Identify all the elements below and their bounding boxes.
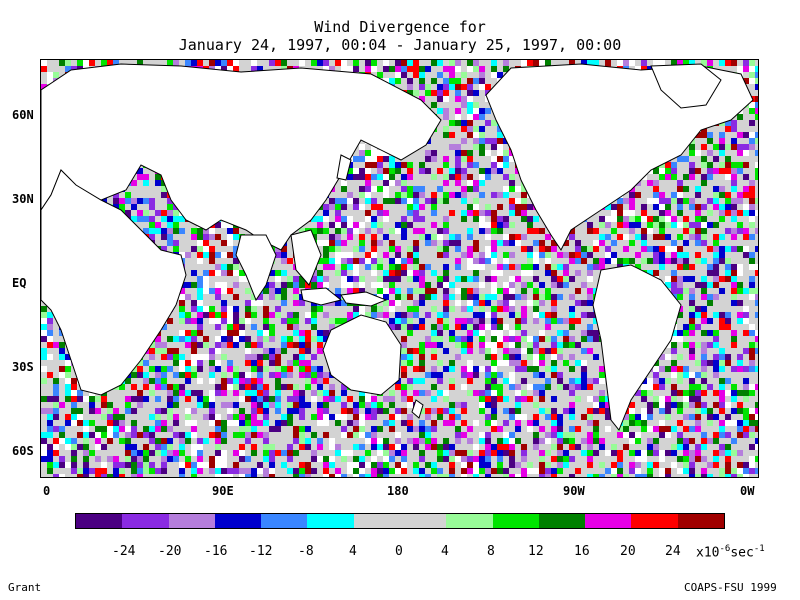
colorbar-label: 24	[665, 544, 681, 559]
lat-label-60s: 60S	[12, 444, 34, 458]
lon-label-90w: 90W	[563, 484, 585, 498]
footer-author: Grant	[8, 581, 42, 594]
colorbar-label: -12	[249, 544, 273, 559]
greenland-landmass	[650, 63, 722, 109]
lat-label-eq: EQ	[12, 276, 27, 290]
lon-label-0w: 0W	[740, 484, 755, 498]
map-subtitle-date-range: January 24, 1997, 00:04 - January 25, 19…	[178, 36, 622, 54]
map-title: Wind Divergence for	[314, 18, 486, 36]
indochina-landmass	[290, 229, 322, 286]
colorbar-swatch	[307, 514, 354, 528]
map-canvas	[41, 60, 758, 477]
lat-label-30n: 30N	[12, 192, 34, 206]
wind-divergence-map	[40, 59, 759, 478]
colorbar-label: 16	[574, 544, 590, 559]
lat-label-30s: 30S	[12, 360, 34, 374]
africa-landmass	[41, 169, 187, 396]
colorbar-label: -16	[204, 544, 228, 559]
colorbar-swatch	[168, 514, 215, 528]
colorbar-swatch	[446, 514, 493, 528]
colorbar-label: -24	[112, 544, 136, 559]
colorbar-label: 8	[487, 544, 495, 559]
colorbar-swatch	[399, 514, 447, 528]
lon-label-90e: 90E	[212, 484, 234, 498]
lat-label-60n: 60N	[12, 108, 34, 122]
colorbar-swatch	[261, 514, 308, 528]
colorbar-swatch	[122, 514, 169, 528]
colorbar-swatch	[492, 514, 539, 528]
colorbar-label: 20	[620, 544, 636, 559]
lon-label-0: 0	[43, 484, 51, 498]
north-america-landmass	[485, 63, 754, 251]
colorbar-label: 0	[395, 544, 403, 559]
colorbar-swatch	[353, 514, 400, 528]
colorbar-unit: x10-6sec-1	[696, 544, 765, 561]
colorbar-swatch	[677, 514, 724, 528]
south-america-landmass	[592, 264, 682, 431]
colorbar-label: 4	[349, 544, 357, 559]
colorbar-label: -20	[158, 544, 182, 559]
colorbar-swatch	[538, 514, 586, 528]
colorbar-swatch	[214, 514, 262, 528]
new-zealand-islands	[411, 399, 424, 419]
colorbar-label: 12	[528, 544, 544, 559]
colorbar	[75, 513, 725, 529]
australia-landmass	[322, 314, 402, 396]
footer-credit: COAPS-FSU 1999	[684, 581, 777, 594]
colorbar-swatch	[631, 514, 678, 528]
indonesia-islands	[300, 287, 388, 307]
japan-islands	[336, 154, 352, 181]
colorbar-label: 4	[441, 544, 449, 559]
colorbar-label: -8	[298, 544, 314, 559]
colorbar-swatch	[585, 514, 632, 528]
lon-label-180: 180	[387, 484, 409, 498]
india-landmass	[235, 234, 277, 302]
colorbar-swatch	[76, 514, 123, 528]
